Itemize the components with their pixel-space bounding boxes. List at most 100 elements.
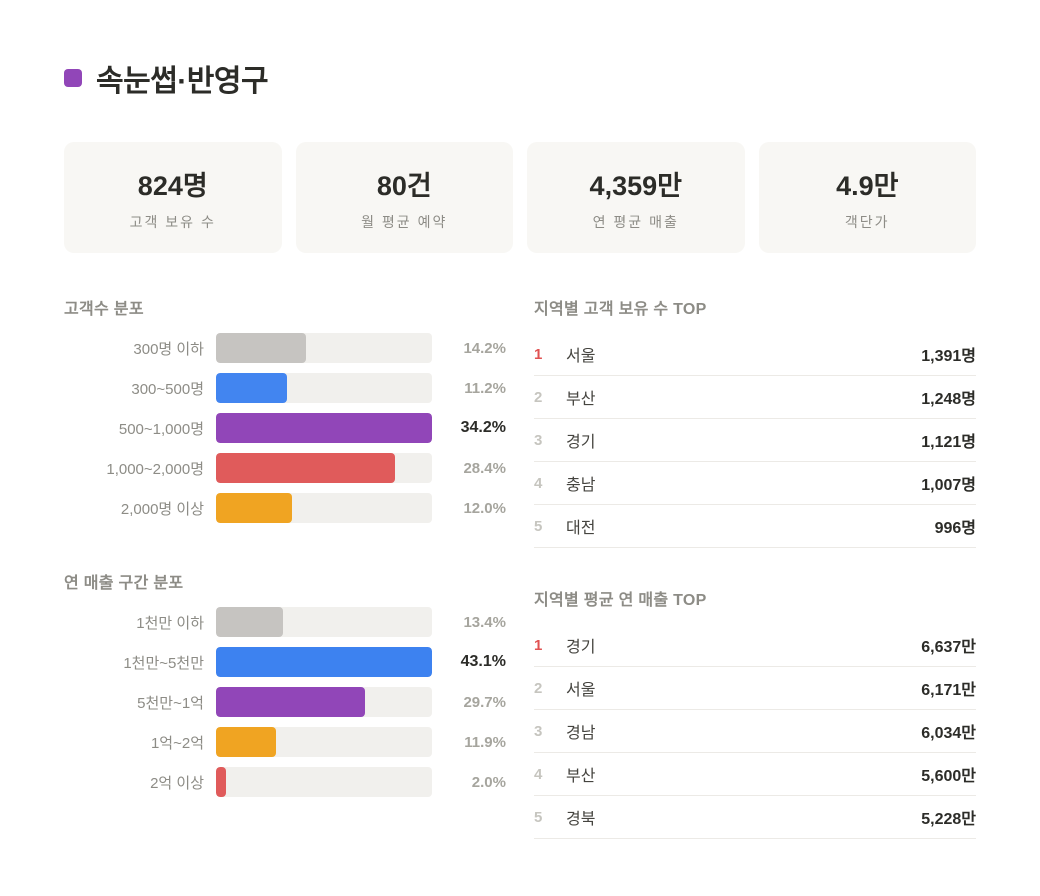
rank-value: 5,600만	[921, 768, 976, 785]
rank-number: 4	[534, 765, 543, 783]
rank-row: 3 경남 6,034만	[534, 710, 976, 753]
rank-value: 996명	[934, 520, 976, 537]
rank-region-label: 충남	[566, 477, 596, 494]
bar-track	[216, 767, 432, 797]
rank-region-label: 대전	[566, 520, 596, 537]
rankings-column: 지역별 고객 보유 수 TOP 1 서울 1,391명 2 부산 1,248명 3 경기 1,12…	[534, 295, 976, 839]
bar-track	[216, 647, 432, 677]
top-regions-by-customers-table: 지역별 고객 보유 수 TOP 1 서울 1,391명 2 부산 1,248명 3 경기 1,12…	[534, 295, 976, 548]
annual-revenue-distribution-chart: 연 매출 구간 분포 1천만 이하 13.4% 1천만~5천만 43.1% 5천만~1억 2…	[64, 569, 506, 797]
stat-label: 월 평균 예약	[361, 213, 448, 230]
rank-region-label: 서울	[566, 348, 596, 365]
rank-number: 2	[534, 388, 543, 406]
stat-value: 4,359만	[589, 170, 682, 201]
page-title: 속눈썹·반영구	[96, 65, 269, 98]
stat-value: 824명	[137, 170, 208, 201]
rank-number: 4	[534, 474, 543, 492]
bar-track	[216, 373, 432, 403]
bar-fill	[216, 333, 306, 363]
rank-row: 1 서울 1,391명	[534, 333, 976, 376]
top-regions-by-revenue-table: 지역별 평균 연 매출 TOP 1 경기 6,637만 2 서울 6,171만 3 경남 6,03…	[534, 586, 976, 839]
rank-value: 1,121명	[921, 434, 976, 451]
bar-row: 1,000~2,000명 28.4%	[64, 453, 506, 483]
bar-row: 2억 이상 2.0%	[64, 767, 506, 797]
bar-value-label: 29.7%	[463, 693, 506, 711]
rank-region-label: 경기	[566, 639, 596, 656]
bar-fill	[216, 687, 365, 717]
rank-value: 5,228만	[921, 811, 976, 828]
bar-track	[216, 727, 432, 757]
section-title: 지역별 평균 연 매출 TOP	[534, 592, 707, 609]
bar-row: 500~1,000명 34.2%	[64, 413, 506, 443]
stat-label: 연 평균 매출	[592, 213, 679, 230]
bar-fill	[216, 373, 287, 403]
rank-row: 3 경기 1,121명	[534, 419, 976, 462]
rank-number: 2	[534, 679, 543, 697]
bar-value-label: 13.4%	[463, 613, 506, 631]
rank-number: 3	[534, 431, 543, 449]
rank-number: 5	[534, 808, 543, 826]
bar-row: 1억~2억 11.9%	[64, 727, 506, 757]
category-bullet-icon	[64, 69, 82, 87]
section-title: 지역별 고객 보유 수 TOP	[534, 301, 707, 318]
rank-value: 6,637만	[921, 639, 976, 656]
bar-category-label: 1천만 이하	[136, 614, 204, 632]
bar-row: 300~500명 11.2%	[64, 373, 506, 403]
bar-track	[216, 493, 432, 523]
bar-category-label: 500~1,000명	[118, 420, 204, 438]
section-title: 고객수 분포	[64, 301, 144, 318]
bar-category-label: 300~500명	[131, 380, 204, 398]
bar-fill	[216, 413, 432, 443]
rank-region-label: 서울	[566, 682, 596, 699]
stat-card: 4.9만 객단가	[758, 142, 976, 253]
bar-value-label: 14.2%	[463, 339, 506, 357]
rank-value: 6,171만	[921, 682, 976, 699]
rank-region-label: 경남	[566, 725, 596, 742]
rank-number: 1	[534, 345, 543, 363]
bar-category-label: 1,000~2,000명	[106, 460, 204, 478]
rank-region-label: 부산	[566, 391, 596, 408]
bar-row: 1천만~5천만 43.1%	[64, 647, 506, 677]
bar-fill	[216, 607, 284, 637]
rank-number: 1	[534, 636, 543, 654]
rank-row: 5 대전 996명	[534, 505, 976, 548]
bar-value-label: 28.4%	[463, 459, 506, 477]
rank-region-label: 경기	[566, 434, 596, 451]
stats-row: 824명 고객 보유 수 80건 월 평균 예약 4,359만 연 평균 매출 4.9만 객단…	[64, 142, 976, 253]
bar-fill	[216, 453, 396, 483]
stat-label: 고객 보유 수	[129, 213, 216, 230]
bar-track	[216, 413, 432, 443]
bar-category-label: 1억~2억	[150, 734, 204, 752]
rank-number: 5	[534, 517, 543, 535]
bar-value-label: 11.2%	[464, 379, 506, 397]
bar-fill	[216, 647, 432, 677]
bar-value-label: 12.0%	[463, 499, 506, 517]
rank-value: 6,034만	[921, 725, 976, 742]
bar-category-label: 2억 이상	[150, 774, 204, 792]
bar-category-label: 5천만~1억	[137, 694, 204, 712]
rank-region-label: 경북	[566, 811, 596, 828]
rank-row: 5 경북 5,228만	[534, 796, 976, 839]
bar-category-label: 2,000명 이상	[120, 500, 204, 518]
bar-fill	[216, 767, 227, 797]
rank-region-label: 부산	[566, 768, 596, 785]
rank-number: 3	[534, 722, 543, 740]
bar-category-label: 300명 이하	[133, 340, 204, 358]
rank-value: 1,007명	[921, 477, 976, 494]
bar-row: 5천만~1억 29.7%	[64, 687, 506, 717]
bar-row: 1천만 이하 13.4%	[64, 607, 506, 637]
bar-fill	[216, 727, 276, 757]
bar-track	[216, 453, 432, 483]
bar-value-label: 11.9%	[464, 733, 506, 751]
rank-row: 4 충남 1,007명	[534, 462, 976, 505]
bar-track	[216, 333, 432, 363]
rank-row: 4 부산 5,600만	[534, 753, 976, 796]
bar-value-label: 34.2%	[460, 419, 506, 436]
stat-value: 4.9만	[836, 170, 899, 201]
customer-count-distribution-chart: 고객수 분포 300명 이하 14.2% 300~500명 11.2% 500~1,000…	[64, 295, 506, 523]
rank-value: 1,248명	[921, 391, 976, 408]
bar-category-label: 1천만~5천만	[123, 654, 204, 672]
